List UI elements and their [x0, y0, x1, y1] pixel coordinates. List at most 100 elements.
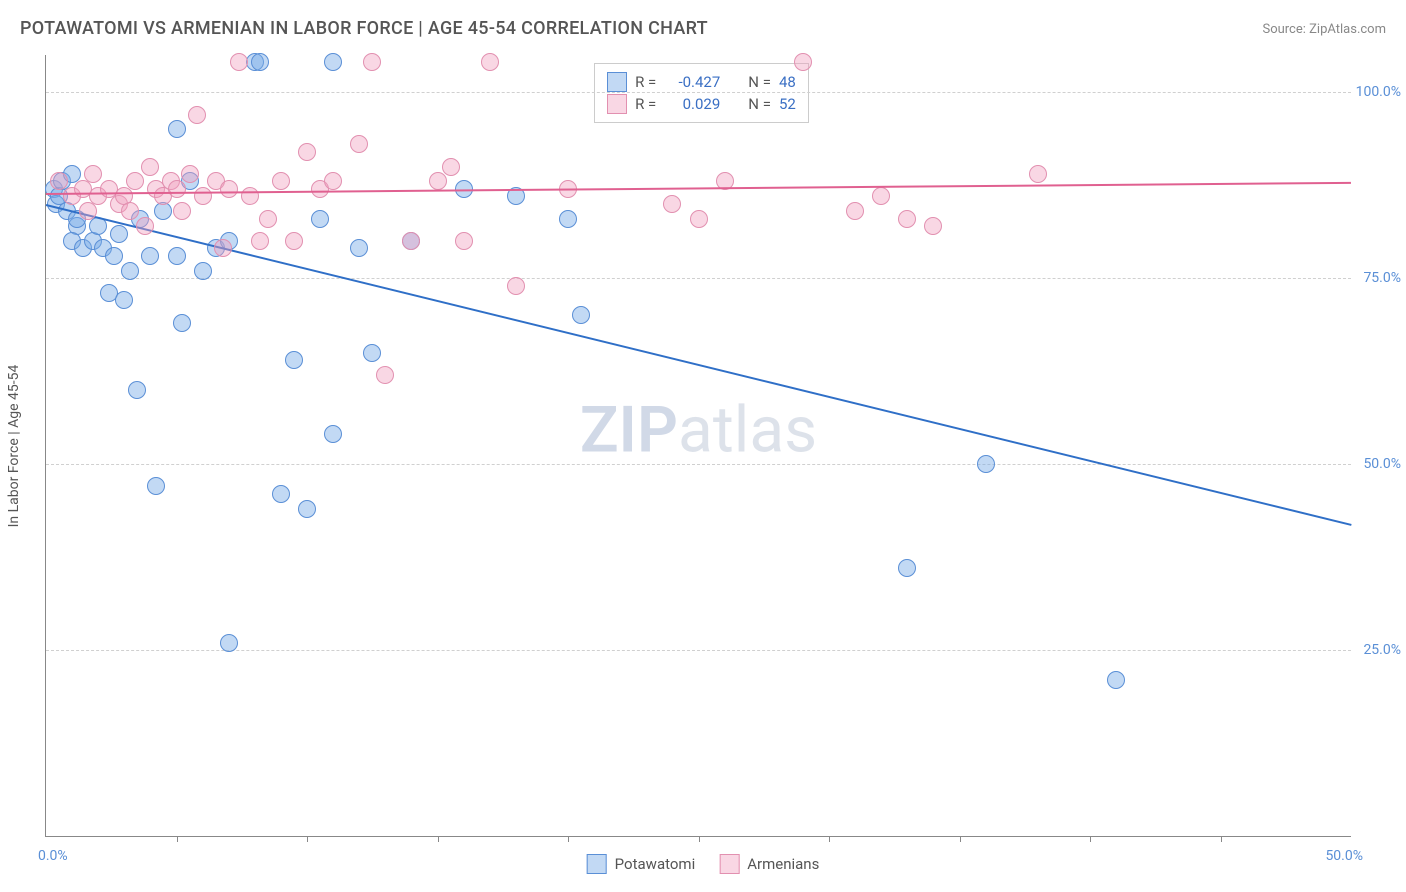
- data-point: [241, 187, 259, 205]
- data-point: [251, 232, 269, 250]
- x-tick: [1090, 836, 1091, 842]
- legend-swatch: [719, 854, 739, 874]
- series-legend-item: Potawatomi: [587, 854, 696, 874]
- data-point: [663, 195, 681, 213]
- data-point: [168, 120, 186, 138]
- data-point: [272, 485, 290, 503]
- chart-plot-area: In Labor Force | Age 45-54 0.0% 50.0% ZI…: [45, 55, 1351, 837]
- data-point: [846, 202, 864, 220]
- data-point: [1029, 165, 1047, 183]
- data-point: [251, 53, 269, 71]
- legend-r-value: -0.427: [664, 73, 720, 91]
- data-point: [105, 247, 123, 265]
- data-point: [194, 262, 212, 280]
- data-point: [259, 210, 277, 228]
- trend-line: [46, 204, 1351, 526]
- data-point: [79, 202, 97, 220]
- data-point: [84, 165, 102, 183]
- data-point: [898, 559, 916, 577]
- x-tick: [307, 836, 308, 842]
- x-tick: [1221, 836, 1222, 842]
- data-point: [50, 172, 68, 190]
- data-point: [572, 306, 590, 324]
- series-legend-label: Armenians: [747, 855, 819, 873]
- data-point: [121, 262, 139, 280]
- data-point: [115, 291, 133, 309]
- data-point: [794, 53, 812, 71]
- data-point: [977, 455, 995, 473]
- legend-n-value: 48: [779, 73, 796, 91]
- legend-swatch: [607, 94, 627, 114]
- data-point: [363, 344, 381, 362]
- data-point: [376, 366, 394, 384]
- watermark-atlas: atlas: [678, 392, 817, 467]
- data-point: [141, 158, 159, 176]
- source-label: Source: ZipAtlas.com: [1262, 22, 1386, 37]
- legend-swatch: [607, 72, 627, 92]
- gridline: [46, 278, 1351, 279]
- legend-swatch: [587, 854, 607, 874]
- legend-n-label: N =: [748, 73, 771, 91]
- legend-r-value: 0.029: [664, 95, 720, 113]
- data-point: [455, 232, 473, 250]
- x-axis-max-label: 50.0%: [1325, 848, 1363, 864]
- series-legend-item: Armenians: [719, 854, 819, 874]
- y-tick-label: 25.0%: [1363, 642, 1401, 658]
- data-point: [141, 247, 159, 265]
- y-tick-label: 100.0%: [1356, 84, 1401, 100]
- data-point: [311, 210, 329, 228]
- legend-n-value: 52: [779, 95, 796, 113]
- data-point: [188, 106, 206, 124]
- y-tick-label: 50.0%: [1363, 456, 1401, 472]
- data-point: [220, 634, 238, 652]
- data-point: [168, 180, 186, 198]
- legend-row: R = 0.029 N = 52: [607, 94, 796, 114]
- data-point: [128, 381, 146, 399]
- series-legend: Potawatomi Armenians: [587, 854, 820, 874]
- y-axis-label: In Labor Force | Age 45-54: [6, 364, 22, 527]
- trend-line: [46, 181, 1351, 194]
- data-point: [872, 187, 890, 205]
- data-point: [147, 477, 165, 495]
- x-tick: [960, 836, 961, 842]
- gridline: [46, 464, 1351, 465]
- gridline: [46, 650, 1351, 651]
- data-point: [285, 351, 303, 369]
- watermark-zip: ZIP: [580, 392, 678, 467]
- y-tick-label: 75.0%: [1363, 270, 1401, 286]
- data-point: [924, 217, 942, 235]
- data-point: [214, 239, 232, 257]
- legend-r-label: R =: [635, 73, 656, 91]
- data-point: [559, 210, 577, 228]
- data-point: [350, 239, 368, 257]
- data-point: [324, 425, 342, 443]
- data-point: [298, 143, 316, 161]
- data-point: [429, 172, 447, 190]
- data-point: [173, 314, 191, 332]
- data-point: [181, 165, 199, 183]
- data-point: [324, 172, 342, 190]
- watermark: ZIPatlas: [580, 392, 817, 467]
- legend-n-label: N =: [748, 95, 771, 113]
- legend-row: R = -0.427 N = 48: [607, 72, 796, 92]
- data-point: [230, 53, 248, 71]
- data-point: [168, 247, 186, 265]
- data-point: [507, 277, 525, 295]
- data-point: [898, 210, 916, 228]
- data-point: [272, 172, 290, 190]
- data-point: [690, 210, 708, 228]
- chart-title: POTAWATOMI VS ARMENIAN IN LABOR FORCE | …: [20, 18, 708, 39]
- data-point: [363, 53, 381, 71]
- data-point: [126, 172, 144, 190]
- data-point: [402, 232, 420, 250]
- data-point: [298, 500, 316, 518]
- x-tick: [568, 836, 569, 842]
- data-point: [173, 202, 191, 220]
- x-tick: [829, 836, 830, 842]
- data-point: [220, 180, 238, 198]
- legend-r-label: R =: [635, 95, 656, 113]
- data-point: [136, 217, 154, 235]
- data-point: [285, 232, 303, 250]
- data-point: [110, 225, 128, 243]
- x-tick: [177, 836, 178, 842]
